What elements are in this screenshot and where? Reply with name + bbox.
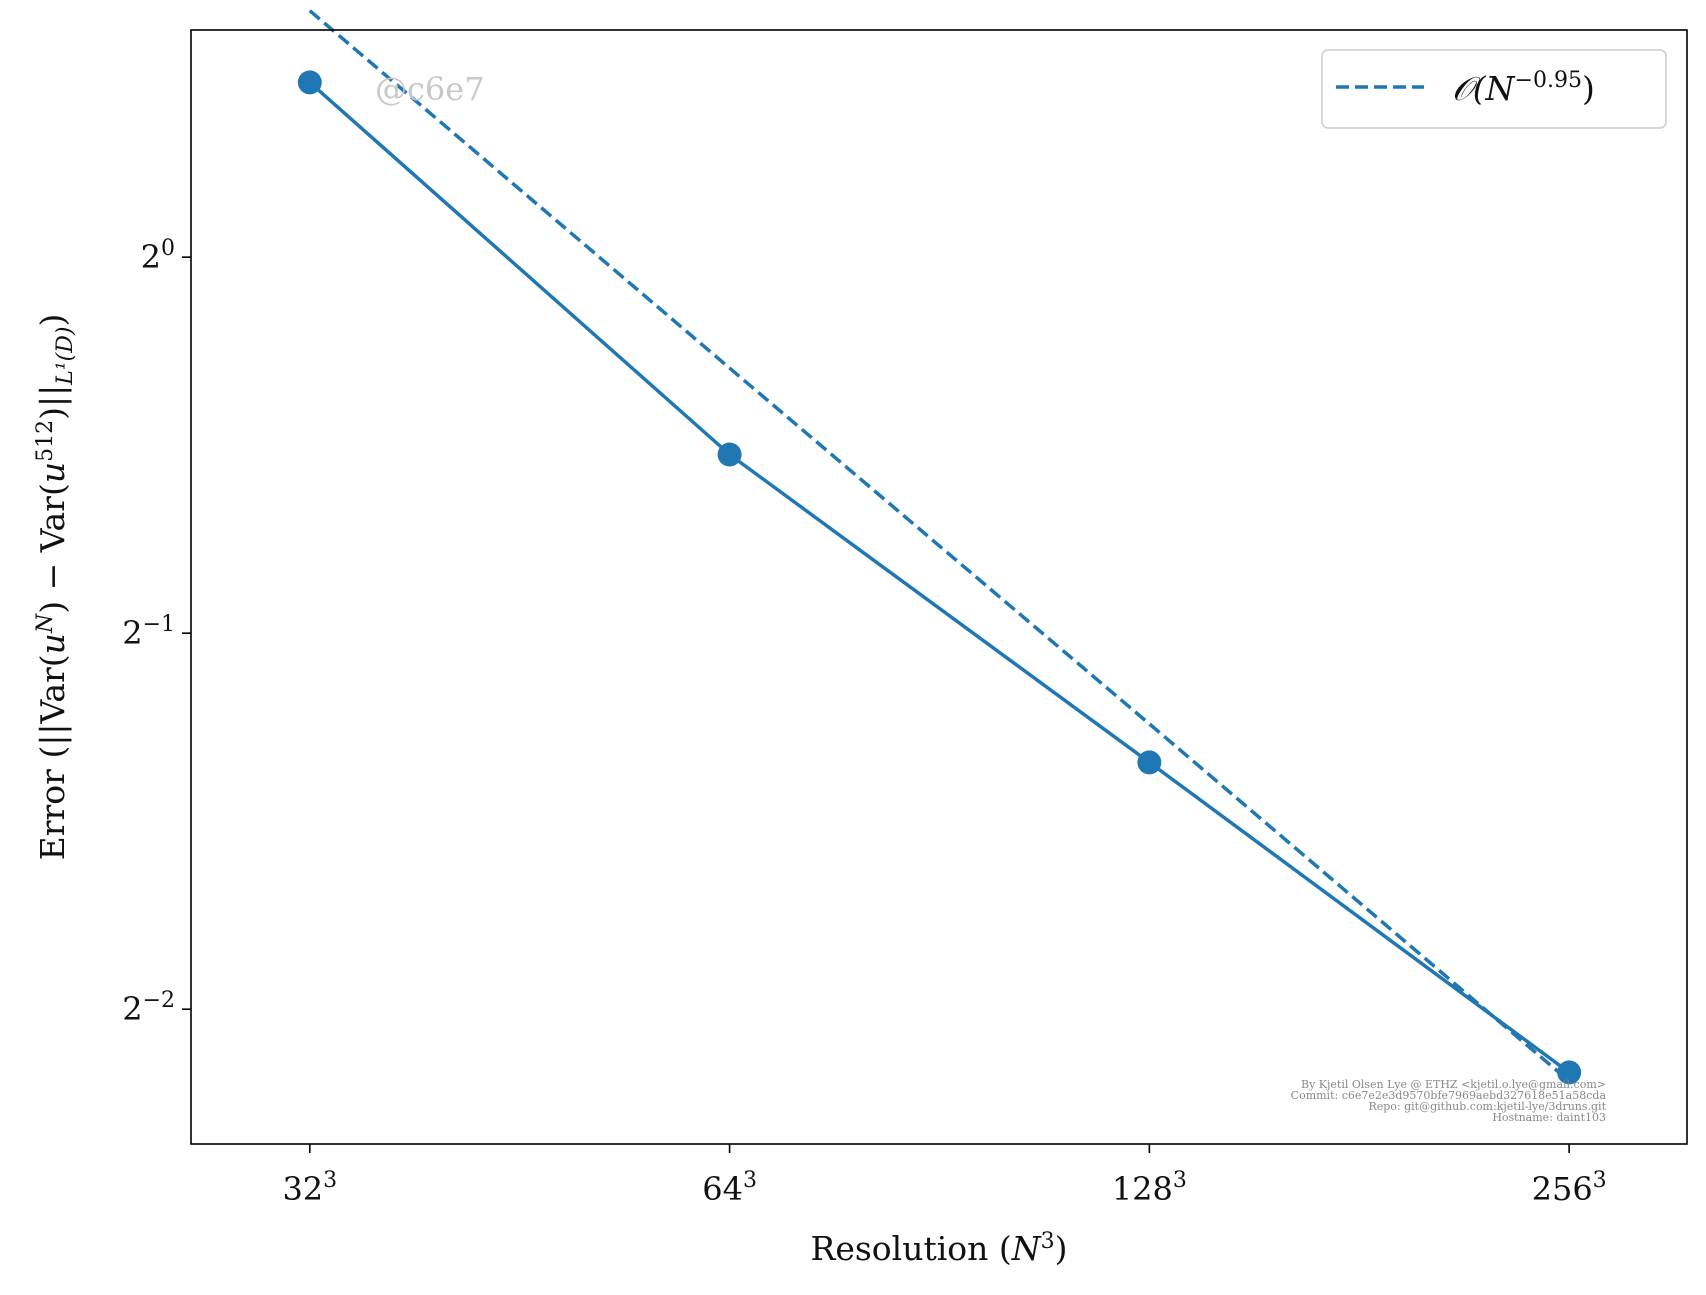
data-point-128 bbox=[1137, 750, 1162, 775]
x-tick-label: 1283 bbox=[1112, 1168, 1187, 1208]
legend: 𝒪(N−0.95) bbox=[1321, 49, 1667, 129]
credits-block: By Kjetil Olsen Lye @ ETHZ <kjetil.o.lye… bbox=[1291, 1078, 1607, 1124]
x-tick-label: 2563 bbox=[1532, 1168, 1607, 1208]
data-point-32 bbox=[297, 70, 322, 95]
reference-rate-dashed-line bbox=[308, 9, 1571, 1083]
legend-box bbox=[1321, 49, 1667, 129]
x-axis-label: Resolution (N3) bbox=[810, 1229, 1067, 1268]
y-tick-label: 2−2 bbox=[122, 988, 175, 1028]
credit-line: Repo: git@github.com:kjetil-lye/3druns.g… bbox=[1368, 1100, 1606, 1113]
x-tick-label: 643 bbox=[702, 1168, 757, 1208]
y-tick-label: 2−1 bbox=[122, 612, 175, 652]
data-point-64 bbox=[717, 442, 742, 467]
data-point-256 bbox=[1557, 1060, 1582, 1085]
plot-frame bbox=[190, 29, 1688, 1145]
credit-line: Commit: c6e7e2e3d9570bfe7969aebd327618e5… bbox=[1291, 1089, 1607, 1102]
y-axis-label: Error (||Var(uN) − Var(u512)||L¹(D)) bbox=[33, 314, 78, 861]
y-tick-label: 20 bbox=[141, 236, 175, 276]
plot-area bbox=[297, 9, 1582, 1085]
credit-line: By Kjetil Olsen Lye @ ETHZ <kjetil.o.lye… bbox=[1301, 1078, 1606, 1091]
legend-label: 𝒪(N−0.95) bbox=[1452, 68, 1595, 108]
credit-line: Hostname: daint103 bbox=[1492, 1111, 1606, 1124]
y-axis: 20 2−1 2−2 bbox=[122, 236, 191, 1028]
x-tick-label: 323 bbox=[282, 1168, 337, 1208]
watermark: @c6e7 bbox=[375, 70, 485, 108]
error-series-line bbox=[308, 81, 1571, 1074]
x-axis: 323 643 1283 2563 bbox=[282, 1144, 1607, 1208]
